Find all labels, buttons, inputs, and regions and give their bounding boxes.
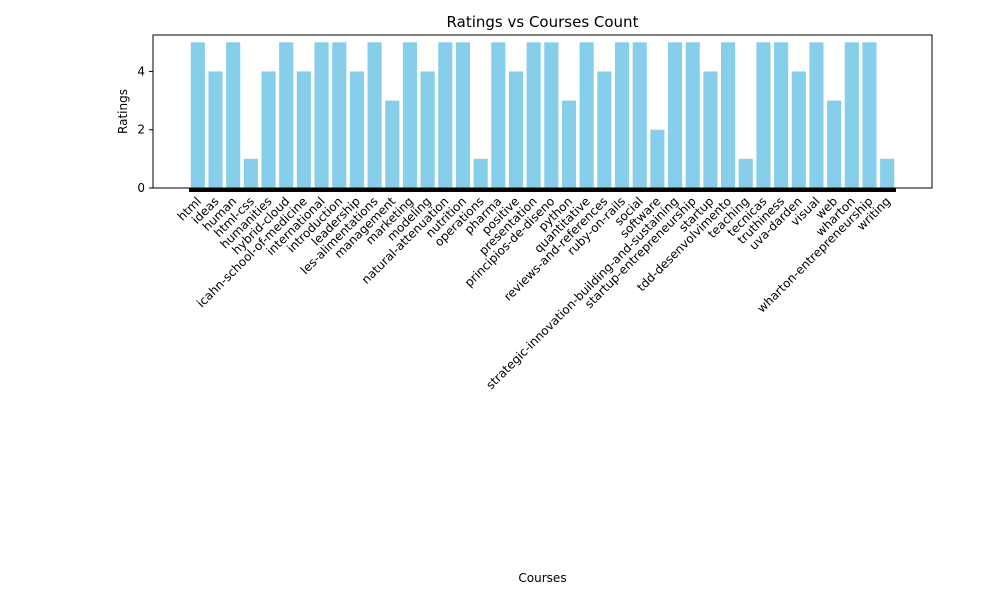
x-ticks-group: htmlideashumanhtml-csshumanitieshybrid-c… <box>175 188 896 392</box>
bar <box>597 71 612 188</box>
bar <box>667 42 683 189</box>
bar <box>862 42 877 189</box>
bar <box>632 42 647 189</box>
bar <box>261 71 276 188</box>
bar <box>402 42 418 189</box>
bar <box>243 158 258 188</box>
bar <box>332 42 347 189</box>
bar <box>208 71 223 188</box>
bar <box>544 42 559 189</box>
y-axis-label: Ratings <box>116 89 130 134</box>
plot-frame <box>152 34 933 189</box>
bar <box>508 71 524 188</box>
bar <box>296 71 311 188</box>
bar <box>455 42 471 189</box>
y-ticks-group: 0 2 4 <box>137 64 153 195</box>
x-tick-band <box>189 188 896 192</box>
x-axis-label: Courses <box>518 571 566 585</box>
bar <box>614 42 630 189</box>
bar <box>579 42 594 189</box>
bar <box>314 42 329 189</box>
bar <box>226 42 241 189</box>
bar <box>844 42 859 189</box>
y-tick-label: 0 <box>137 181 145 195</box>
chart-title: Ratings vs Courses Count <box>447 13 639 31</box>
bar <box>738 158 753 188</box>
bar <box>774 42 789 189</box>
bar <box>491 42 506 189</box>
bar <box>526 42 541 189</box>
bar <box>721 42 736 189</box>
y-tick-label: 2 <box>137 123 145 137</box>
bar <box>385 100 400 188</box>
bar <box>349 71 364 188</box>
bar <box>367 42 382 189</box>
bar <box>473 158 488 188</box>
bar <box>791 71 806 188</box>
bar <box>420 71 435 188</box>
bars-group <box>190 42 895 189</box>
bar <box>880 158 895 188</box>
bar <box>703 71 718 188</box>
bar <box>561 100 577 188</box>
bar <box>190 42 205 189</box>
bar <box>685 42 700 189</box>
bar <box>650 129 665 188</box>
bar <box>756 42 771 189</box>
bar <box>438 42 453 189</box>
bar <box>809 42 824 189</box>
bar <box>827 100 842 188</box>
bar <box>279 42 294 189</box>
y-tick-label: 4 <box>137 64 145 78</box>
